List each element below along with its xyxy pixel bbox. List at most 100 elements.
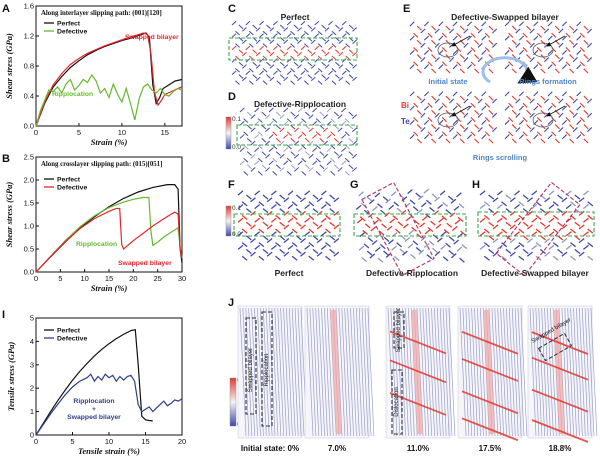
atom-bond [301, 157, 307, 163]
atom-bond [483, 214, 490, 220]
atom-bond [463, 112, 469, 118]
atom-bond [304, 190, 311, 196]
atom-bond [261, 164, 267, 170]
atom-bond [261, 111, 267, 117]
series-perfect [35, 32, 183, 127]
chart-annotation: Swapped bilayer [125, 34, 179, 41]
atom-bond [290, 138, 296, 143]
atom-bond [348, 24, 354, 30]
atom-bond [474, 95, 480, 101]
atom-bond [484, 32, 490, 38]
atom-bond [435, 223, 442, 229]
atom-bond [431, 39, 437, 45]
shear-band [389, 359, 447, 384]
atom-bond [269, 27, 275, 32]
atom-bond [441, 131, 447, 137]
atom-bond [557, 208, 564, 214]
atom-bond [276, 43, 282, 48]
atom-bond [245, 221, 252, 227]
atom-bond [536, 47, 542, 53]
atom-bond [283, 160, 289, 166]
y-tick-label: 1.5 [24, 199, 34, 208]
atom-bond [470, 47, 476, 53]
atom-bond [275, 242, 281, 248]
lattice-line [321, 307, 328, 437]
atom-bond [579, 61, 585, 67]
atom-bond [319, 111, 325, 117]
chart-annotation: Ripplocation [73, 398, 114, 405]
atom-bond [241, 255, 248, 261]
structure-e-1 [409, 21, 498, 74]
atom-bond [257, 171, 263, 176]
atom-bond [557, 221, 564, 227]
atom-bond [304, 124, 310, 130]
atom-bond [492, 98, 498, 104]
atom-bond [250, 224, 256, 230]
atom-bond [514, 217, 521, 223]
atom-bond [254, 107, 260, 113]
atom-bond [449, 98, 455, 104]
y-tick-label: 1.6 [24, 2, 34, 11]
atom-bond [569, 138, 575, 144]
atom-bond [572, 127, 578, 133]
y-tick-label: 0.4 [24, 92, 34, 101]
y-tick-label: 5 [30, 314, 34, 323]
atom-bond [358, 191, 364, 197]
atom-bond [463, 57, 469, 63]
atom-bond [466, 21, 473, 27]
lattice-line [503, 307, 510, 437]
atom-bond [552, 228, 559, 234]
panel-label-i: I [2, 309, 5, 321]
y-tick-label: 2 [30, 384, 34, 393]
atom-bond [481, 21, 487, 27]
atom-bond [463, 42, 469, 48]
atom-bond [287, 244, 294, 250]
legend-label: Defective [57, 336, 87, 343]
atom-bond [259, 70, 265, 75]
atom-bond [366, 196, 373, 202]
atom-bond [416, 95, 422, 101]
atom-bond [300, 224, 306, 230]
atom-bond [348, 138, 354, 143]
atom-bond [409, 35, 415, 41]
lattice-line [297, 307, 305, 437]
atom-bond [413, 131, 419, 137]
atom-bond [287, 204, 294, 210]
lattice-line [514, 307, 522, 437]
atom-bond [427, 47, 433, 53]
atom-bond [319, 138, 325, 143]
y-tick-label: 2.5 [24, 153, 34, 162]
atom-bond [308, 153, 314, 159]
atom-bond [279, 114, 285, 119]
atom-bond [325, 242, 331, 248]
atom-bond [431, 25, 437, 31]
atom-bond [561, 64, 568, 70]
atom-bond [565, 131, 571, 137]
atom-bond [291, 228, 298, 234]
structure-h [479, 190, 594, 261]
atom-bond [326, 160, 332, 166]
atom-bond [548, 244, 555, 250]
series-perfect [35, 184, 183, 273]
atom-bond [453, 239, 460, 245]
atom-bond [552, 255, 559, 261]
atom-bond [243, 118, 249, 123]
atom-bond [324, 39, 330, 44]
atom-bond [279, 61, 285, 67]
atom-bond [579, 32, 585, 38]
atom-bond [270, 217, 277, 223]
atom-bond [250, 167, 256, 172]
atom-bond [582, 190, 589, 196]
atom-bond [286, 171, 292, 176]
atom-bond [266, 61, 271, 67]
atom-bond [266, 210, 273, 216]
lattice-line [271, 307, 279, 437]
x-tick-label: 15 [105, 274, 113, 283]
shear-band [531, 388, 589, 413]
atom-bond [518, 21, 525, 27]
atom-bond [417, 195, 424, 201]
atom-bond [323, 167, 329, 172]
panel-label-f: F [228, 179, 235, 191]
atom-bond [254, 147, 260, 152]
atom-bond [325, 201, 331, 207]
